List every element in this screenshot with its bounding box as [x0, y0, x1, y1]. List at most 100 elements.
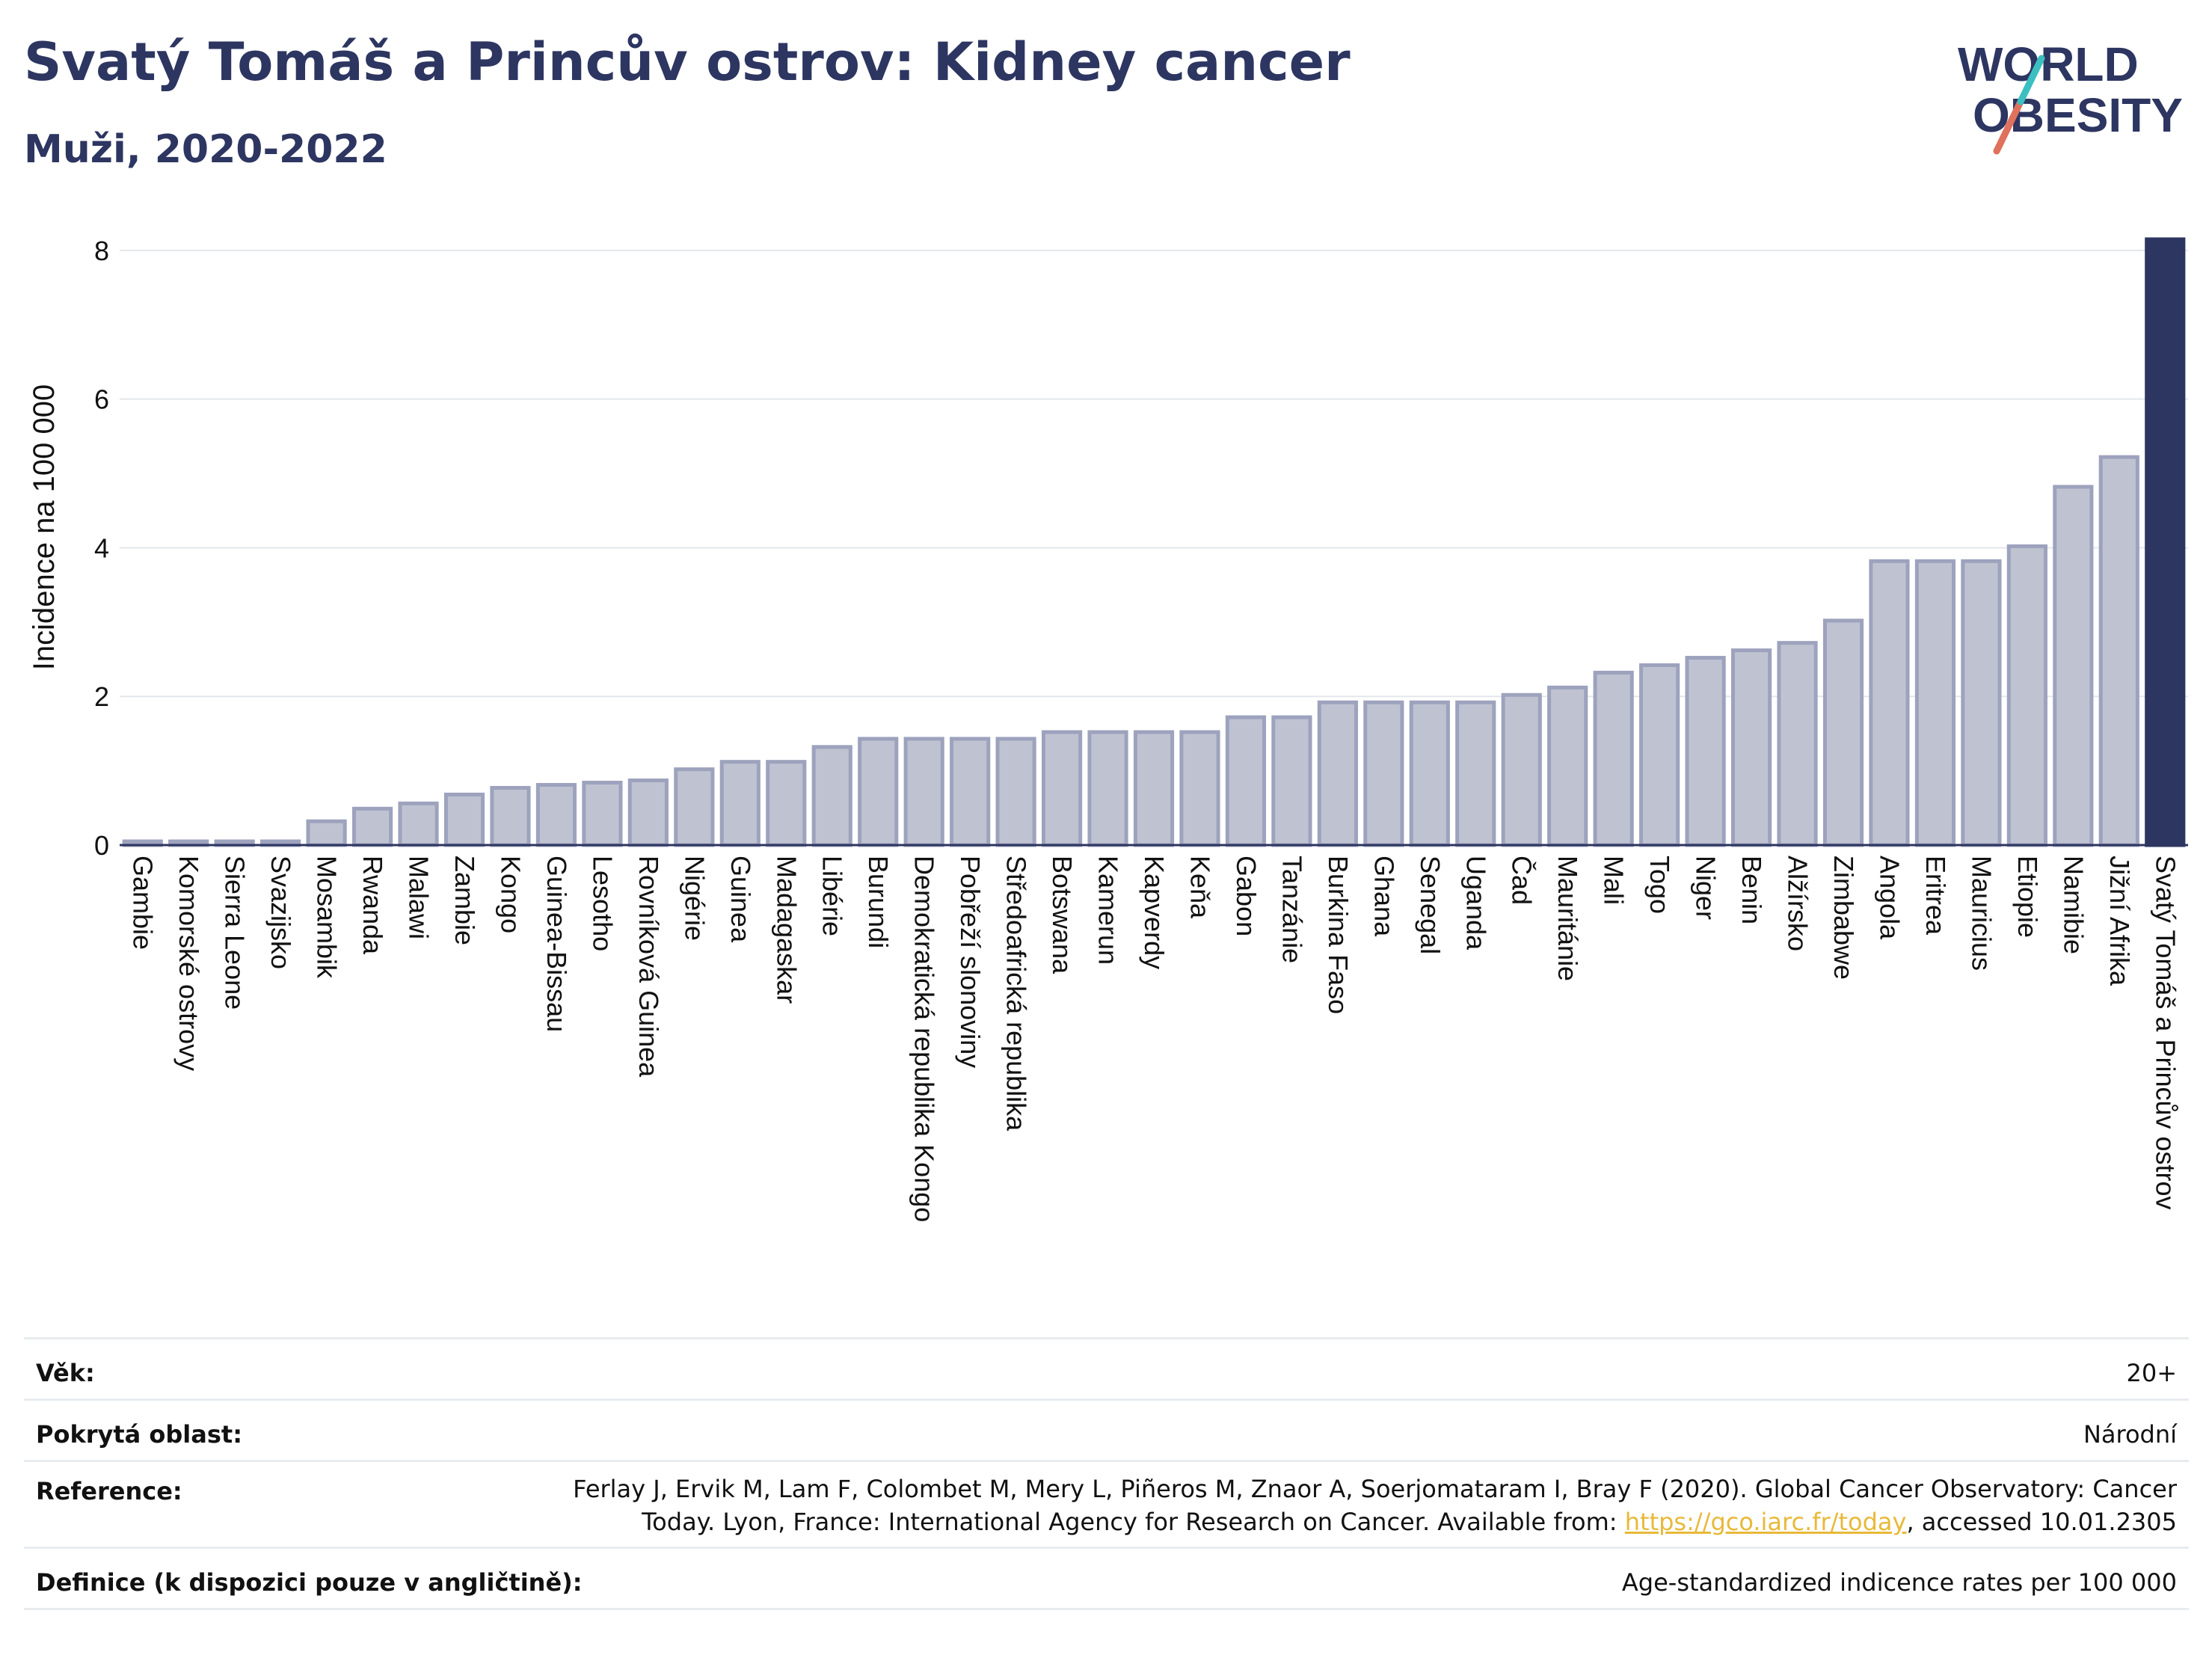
bar: [1133, 730, 1175, 847]
x-tick-label: Kongo: [495, 856, 526, 933]
x-tick-label: Lesotho: [587, 856, 618, 951]
reference-line-2: Today. Lyon, France: International Agenc…: [573, 1505, 2177, 1538]
reference-line-2-text: Today. Lyon, France: International Agenc…: [642, 1508, 1625, 1536]
x-tick-label: Malawi: [404, 856, 434, 939]
y-tick-label: 2: [94, 681, 109, 712]
x-tick-label: Guinea-Bissau: [541, 856, 572, 1032]
x-tick-label: Benin: [1736, 856, 1767, 924]
x-tick-label: Burundi: [863, 856, 894, 948]
x-tick-label: Etiopie: [2012, 856, 2043, 938]
x-tick-label: Uganda: [1460, 856, 1491, 951]
x-tick-label: Svatý Tomáš a Princův ostrov: [2150, 856, 2181, 1210]
bar: [1914, 559, 1956, 847]
logo-text-world: WORLD: [1958, 37, 2139, 91]
x-tick-label: Rovníková Guinea: [633, 856, 664, 1078]
x-tick-label: Gambie: [128, 856, 159, 950]
coverage-value: Národní: [2083, 1420, 2177, 1449]
x-tick-label: Togo: [1644, 856, 1675, 914]
x-tick-label: Eritrea: [1920, 856, 1951, 936]
info-bottom-border: [24, 1608, 2189, 1610]
x-tick-label: Gabon: [1231, 856, 1262, 936]
x-tick-label: Senegal: [1415, 856, 1446, 954]
x-tick-label: Mali: [1599, 856, 1629, 905]
reference-label: Reference:: [36, 1477, 182, 1505]
bar: [719, 760, 761, 847]
bar: [306, 819, 347, 847]
bar: [674, 767, 715, 847]
logo-slash-teal: [2017, 55, 2045, 105]
bar: [490, 785, 531, 847]
bar: [1409, 700, 1450, 847]
x-tick-label: Madagaskar: [771, 856, 802, 1004]
definition-label: Definice (k dispozici pouze v angličtině…: [36, 1568, 583, 1597]
reference-link[interactable]: https://gco.iarc.fr/today: [1624, 1508, 1907, 1536]
x-tick-label: Ghana: [1368, 856, 1399, 937]
bar: [443, 792, 485, 847]
x-tick-label: Svazijsko: [265, 856, 296, 969]
info-row-reference: Reference: Ferlay J, Ervik M, Lam F, Col…: [24, 1460, 2189, 1549]
bar: [1501, 693, 1542, 847]
x-tick-label: Botswana: [1047, 856, 1078, 974]
bar: [1730, 648, 1772, 847]
reference-line-1: Ferlay J, Ervik M, Lam F, Colombet M, Me…: [573, 1475, 2177, 1503]
x-tick-label: Pobřeží slonoviny: [955, 856, 986, 1068]
info-row-coverage: Pokrytá oblast: Národní: [24, 1398, 2189, 1462]
bar: [1822, 618, 1864, 847]
info-row-age: Věk: 20+: [24, 1337, 2189, 1401]
bar: [2006, 544, 2047, 847]
definition-value: Age-standardized indicence rates per 100…: [1621, 1568, 2177, 1597]
x-tick-label: Nigérie: [679, 856, 710, 941]
x-tick-label: Mauritánie: [1552, 856, 1583, 981]
bar: [1041, 730, 1083, 847]
x-tick-label: Tanzánie: [1276, 856, 1307, 963]
x-tick-label: Čad: [1507, 856, 1537, 905]
x-tick-label: Zimbabwe: [1828, 856, 1859, 980]
x-tick-label: Jižní Afrika: [2104, 856, 2135, 986]
bar: [1363, 700, 1404, 847]
x-tick-label: Zambie: [449, 856, 480, 945]
bar: [1317, 700, 1358, 847]
x-tick-label: Demokratická republika Kongo: [909, 856, 940, 1222]
x-tick-label: Kamerun: [1093, 856, 1124, 965]
x-tick-label: Rwanda: [357, 856, 388, 955]
bar-chart: 0 2 4 6 8 Gambie Komorské ostrovy Sierra Leone…: [28, 236, 2188, 1222]
bar: [1547, 685, 1588, 847]
y-tick-label: 8: [94, 236, 109, 266]
y-tick-label: 4: [94, 532, 109, 563]
reference-line-2-suffix: , accessed 10.01.2305: [1906, 1508, 2177, 1536]
logo-slash-coral: [1993, 98, 2024, 155]
x-tick-label: Burkina Faso: [1323, 856, 1354, 1014]
bar: [351, 806, 393, 847]
bar: [398, 801, 439, 847]
bar: [858, 737, 899, 847]
x-tick-label: Sierra Leone: [220, 856, 251, 1010]
x-tick-label: Středoafrická republika: [1001, 856, 1032, 1132]
bar: [995, 737, 1036, 847]
x-tick-label: Guinea: [725, 856, 756, 943]
bar: [535, 782, 577, 847]
bar: [1961, 559, 2002, 847]
bar: [1271, 715, 1312, 847]
x-tick-label: Kapverdy: [1139, 856, 1170, 969]
bar: [1455, 700, 1496, 847]
bar: [2053, 485, 2094, 847]
x-tick-label: Namibie: [2058, 856, 2089, 954]
info-row-definition: Definice (k dispozici pouze v angličtině…: [24, 1547, 2189, 1610]
bar: [1777, 641, 1818, 847]
bar: [903, 737, 944, 847]
chart-subtitle: Muži, 2020-2022: [24, 127, 387, 172]
world-obesity-logo: WORLD OBESITY: [1958, 37, 2183, 155]
bar: [811, 745, 852, 847]
x-tick-label: Keňa: [1185, 856, 1215, 919]
bar: [950, 737, 991, 847]
bar: [2145, 237, 2186, 847]
x-tick-label: Niger: [1691, 856, 1721, 920]
x-tick-label: Mosambik: [312, 856, 342, 979]
bar: [1179, 730, 1220, 847]
x-tick-label: Alžírsko: [1783, 856, 1813, 951]
age-value: 20+: [2126, 1359, 2177, 1387]
bar: [1639, 663, 1680, 847]
bar: [627, 779, 669, 847]
bars: [122, 237, 2186, 847]
age-label: Věk:: [36, 1359, 95, 1387]
